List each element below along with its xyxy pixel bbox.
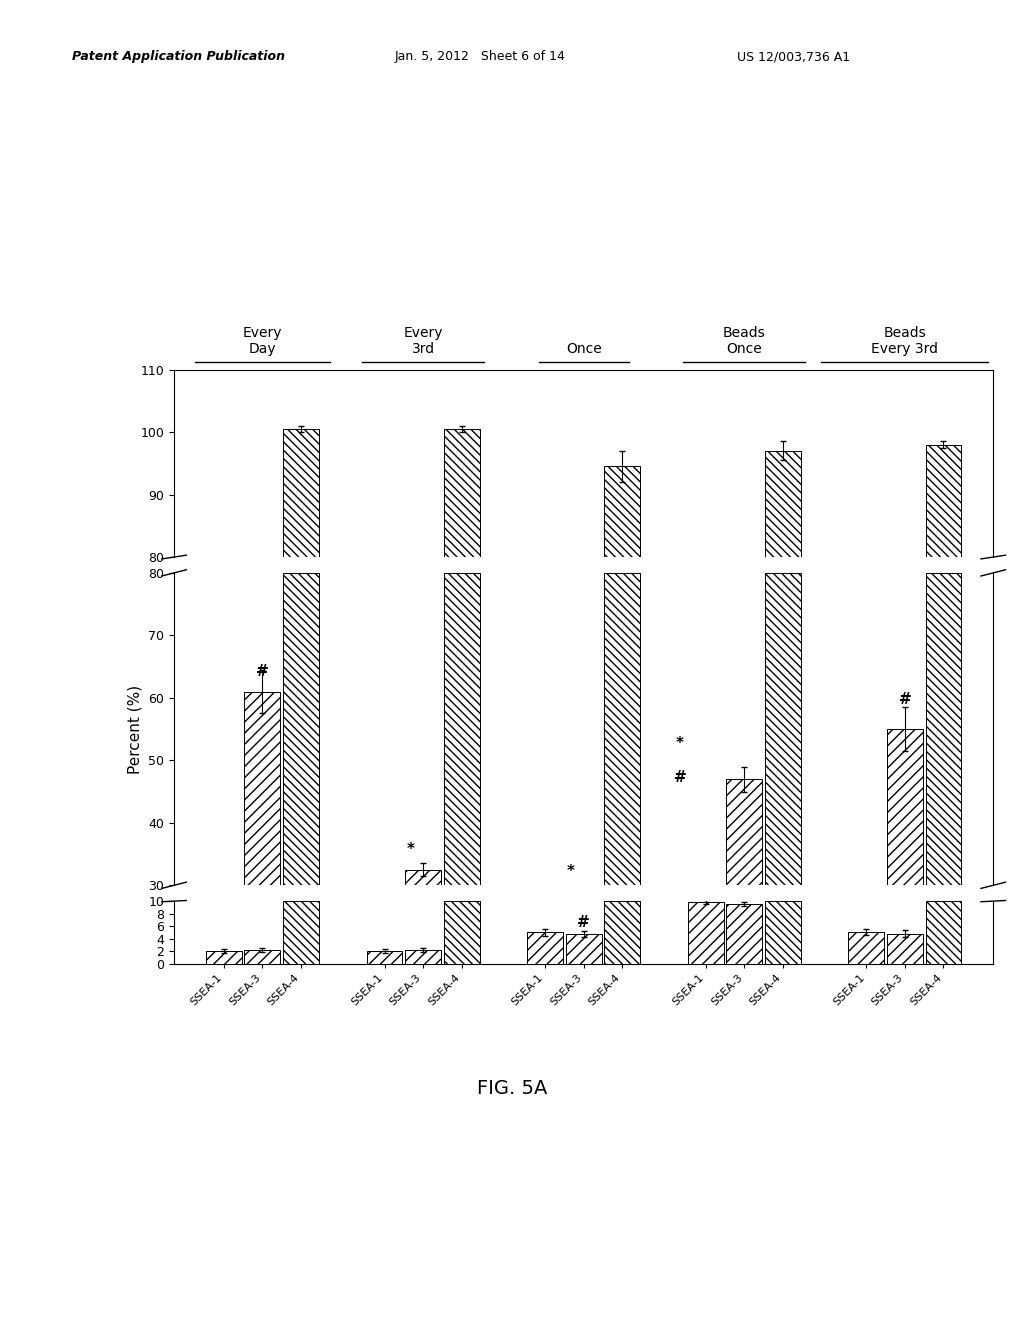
Bar	[926, 573, 962, 1073]
Text: Beads
Every 3rd: Beads Every 3rd	[871, 326, 938, 356]
Bar	[565, 935, 602, 964]
Text: *: *	[407, 842, 414, 857]
Bar	[443, 573, 479, 1073]
Bar	[726, 779, 762, 1073]
Bar	[283, 902, 318, 964]
Text: Once: Once	[566, 342, 601, 356]
Text: #: #	[578, 915, 590, 929]
Bar	[688, 903, 724, 964]
Bar	[406, 950, 441, 964]
Bar	[887, 933, 923, 964]
Bar	[765, 451, 801, 1057]
Bar	[926, 902, 962, 964]
Bar	[283, 573, 318, 1073]
Text: Patent Application Publication: Patent Application Publication	[72, 50, 285, 63]
Text: Every
Day: Every Day	[243, 326, 283, 356]
Bar	[604, 902, 640, 964]
Text: Beads
Once: Beads Once	[723, 326, 766, 356]
Text: #: #	[898, 692, 911, 708]
Bar	[406, 870, 441, 1073]
Bar	[849, 932, 885, 964]
Bar	[245, 692, 281, 1073]
Bar	[367, 952, 402, 964]
Y-axis label: Percent (%): Percent (%)	[128, 685, 142, 774]
Text: US 12/003,736 A1: US 12/003,736 A1	[737, 50, 850, 63]
Bar	[443, 902, 479, 964]
Bar	[527, 932, 563, 964]
Bar	[604, 573, 640, 1073]
Text: Every
3rd: Every 3rd	[403, 326, 442, 356]
Text: *: *	[676, 737, 684, 751]
Text: Jan. 5, 2012   Sheet 6 of 14: Jan. 5, 2012 Sheet 6 of 14	[394, 50, 565, 63]
Bar	[283, 429, 318, 1057]
Text: #: #	[674, 771, 686, 785]
Bar	[887, 729, 923, 1073]
Bar	[443, 429, 479, 1057]
Text: #: #	[256, 664, 269, 678]
Bar	[765, 902, 801, 964]
Bar	[245, 950, 281, 964]
Text: FIG. 5A: FIG. 5A	[477, 1080, 547, 1098]
Bar	[604, 466, 640, 1057]
Bar	[765, 573, 801, 1073]
Bar	[206, 952, 242, 964]
Bar	[926, 445, 962, 1057]
Bar	[726, 904, 762, 964]
Text: *: *	[567, 865, 574, 879]
